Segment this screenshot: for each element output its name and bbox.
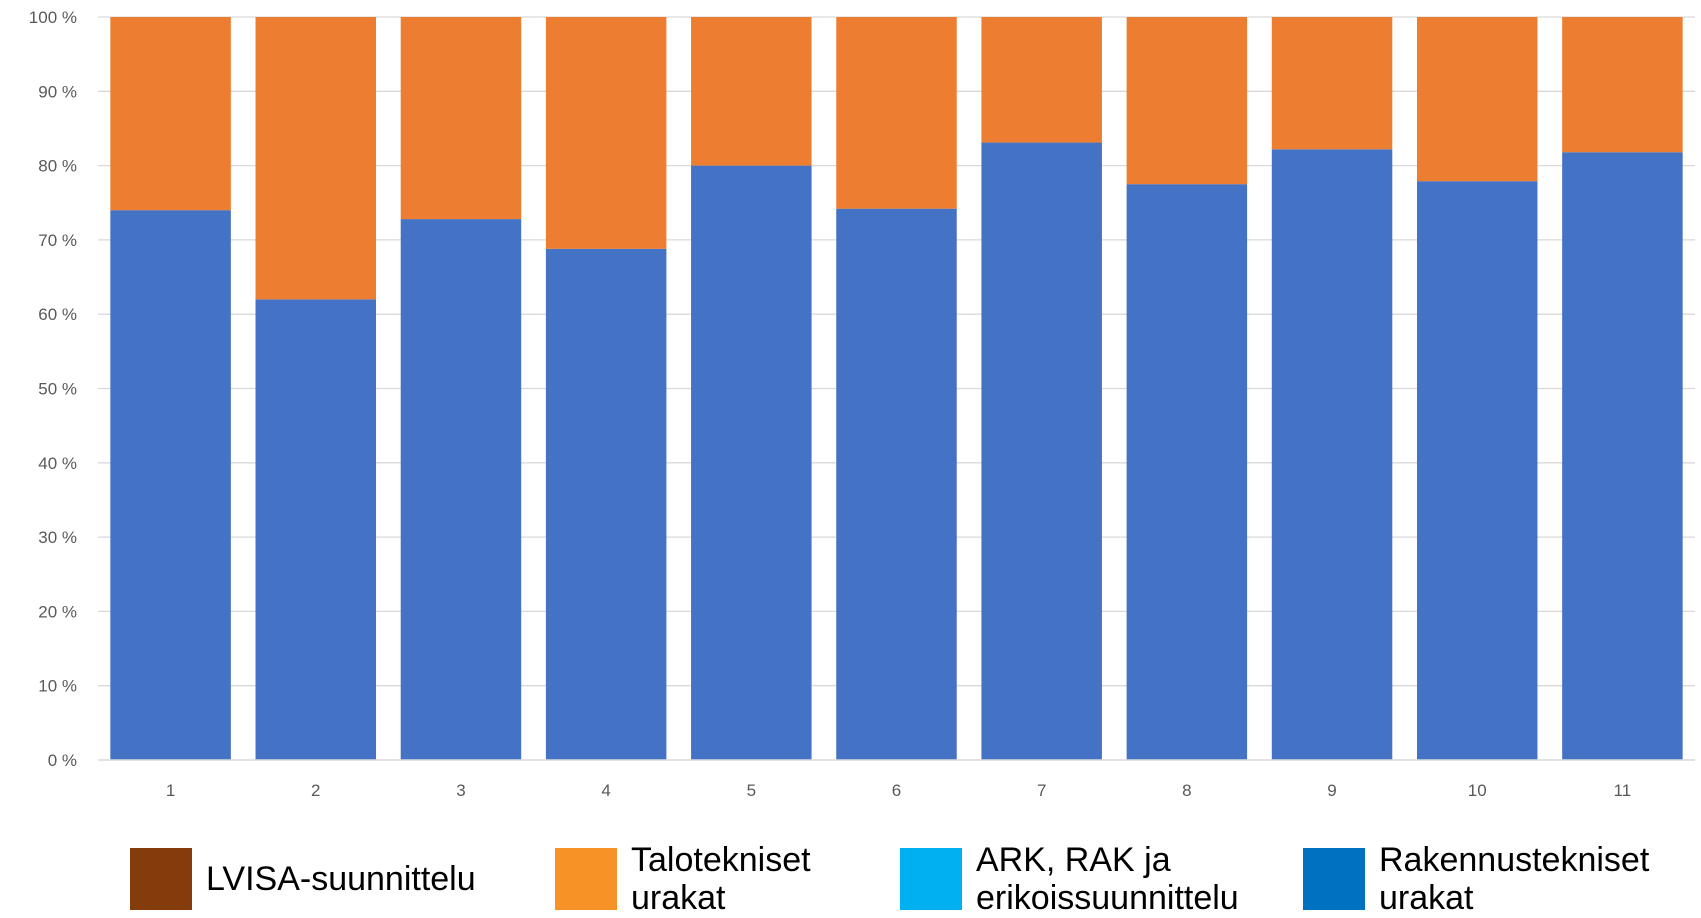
x-tick-label: 4 (601, 781, 610, 800)
legend-label-talotekniset: Talotekniset urakat (631, 841, 811, 917)
bar-segment (836, 208, 957, 761)
bar-segment (1271, 149, 1393, 760)
x-tick-label: 6 (892, 781, 901, 800)
bar-segment (691, 17, 812, 166)
legend-item-ark-rak: ARK, RAK ja erikoissuunnittelu (900, 840, 1239, 918)
legend-label-ark-rak: ARK, RAK ja erikoissuunnittelu (976, 841, 1239, 917)
legend: LVISA-suunnittelu Talotekniset urakat AR… (0, 840, 1701, 918)
bar-segment (1416, 181, 1538, 760)
bar-segment (400, 17, 522, 220)
bar-segment (1126, 184, 1248, 761)
bars (110, 17, 1683, 761)
y-tick-label: 20 % (38, 602, 77, 621)
legend-swatch-talotekniset (555, 848, 617, 910)
bar-segment (981, 17, 1102, 143)
bar-segment (110, 17, 231, 211)
legend-label-line: urakat (631, 879, 726, 917)
x-tick-label: 3 (456, 781, 465, 800)
x-tick-label: 9 (1327, 781, 1336, 800)
y-tick-label: 70 % (38, 231, 77, 250)
bar-segment (400, 219, 522, 760)
legend-label-line: Rakennustekniset (1379, 841, 1650, 879)
x-tick-labels: 1 2 3 4 5 6 7 8 9 10 11 (166, 781, 1631, 800)
legend-label-rakennustekniset: Rakennustekniset urakat (1379, 841, 1649, 917)
bar-segment (255, 17, 377, 300)
bar-segment (545, 248, 667, 761)
y-tick-label: 10 % (38, 677, 77, 696)
bar-segment (836, 17, 957, 209)
y-tick-label: 0 % (48, 751, 77, 770)
legend-label-line: Talotekniset (631, 841, 811, 879)
legend-label-line: urakat (1379, 879, 1474, 917)
y-tick-label: 90 % (38, 82, 77, 101)
x-tick-label: 5 (747, 781, 756, 800)
bar-segment (691, 165, 812, 761)
x-tick-label: 11 (1614, 781, 1632, 800)
bar-segment (1562, 17, 1683, 153)
legend-item-talotekniset: Talotekniset urakat (555, 840, 811, 918)
bar-segment (1416, 17, 1538, 182)
bar-segment (1271, 17, 1393, 150)
bar-segment (1562, 152, 1683, 760)
y-tick-label: 100 % (29, 8, 77, 27)
legend-label-line: erikoissuunnittelu (976, 879, 1239, 917)
y-tick-label: 60 % (38, 305, 77, 324)
x-tick-label: 1 (166, 781, 175, 800)
legend-label-line: LVISA-suunnittelu (206, 860, 476, 898)
y-tick-label: 40 % (38, 454, 77, 473)
y-tick-label: 80 % (38, 157, 77, 176)
y-tick-label: 30 % (38, 528, 77, 547)
legend-swatch-ark-rak (900, 848, 962, 910)
x-tick-label: 10 (1468, 781, 1487, 800)
y-tick-labels: 0 % 10 % 20 % 30 % 40 % 50 % 60 % 70 % 80 % 90 % 1… (29, 8, 77, 770)
legend-swatch-lvisa (130, 848, 192, 910)
bar-segment (110, 210, 231, 760)
x-tick-label: 2 (311, 781, 320, 800)
legend-swatch-rakennustekniset (1303, 848, 1365, 910)
y-tick-label: 50 % (38, 380, 77, 399)
bar-segment (255, 299, 377, 760)
x-tick-label: 7 (1037, 781, 1046, 800)
x-tick-label: 8 (1182, 781, 1191, 800)
bar-segment (981, 142, 1102, 760)
legend-label-lvisa: LVISA-suunnittelu (206, 860, 476, 898)
legend-item-lvisa: LVISA-suunnittelu (130, 840, 476, 918)
bar-segment (545, 17, 667, 249)
legend-item-rakennustekniset: Rakennustekniset urakat (1303, 840, 1649, 918)
bar-segment (1126, 17, 1248, 185)
legend-label-line: ARK, RAK ja (976, 841, 1171, 879)
